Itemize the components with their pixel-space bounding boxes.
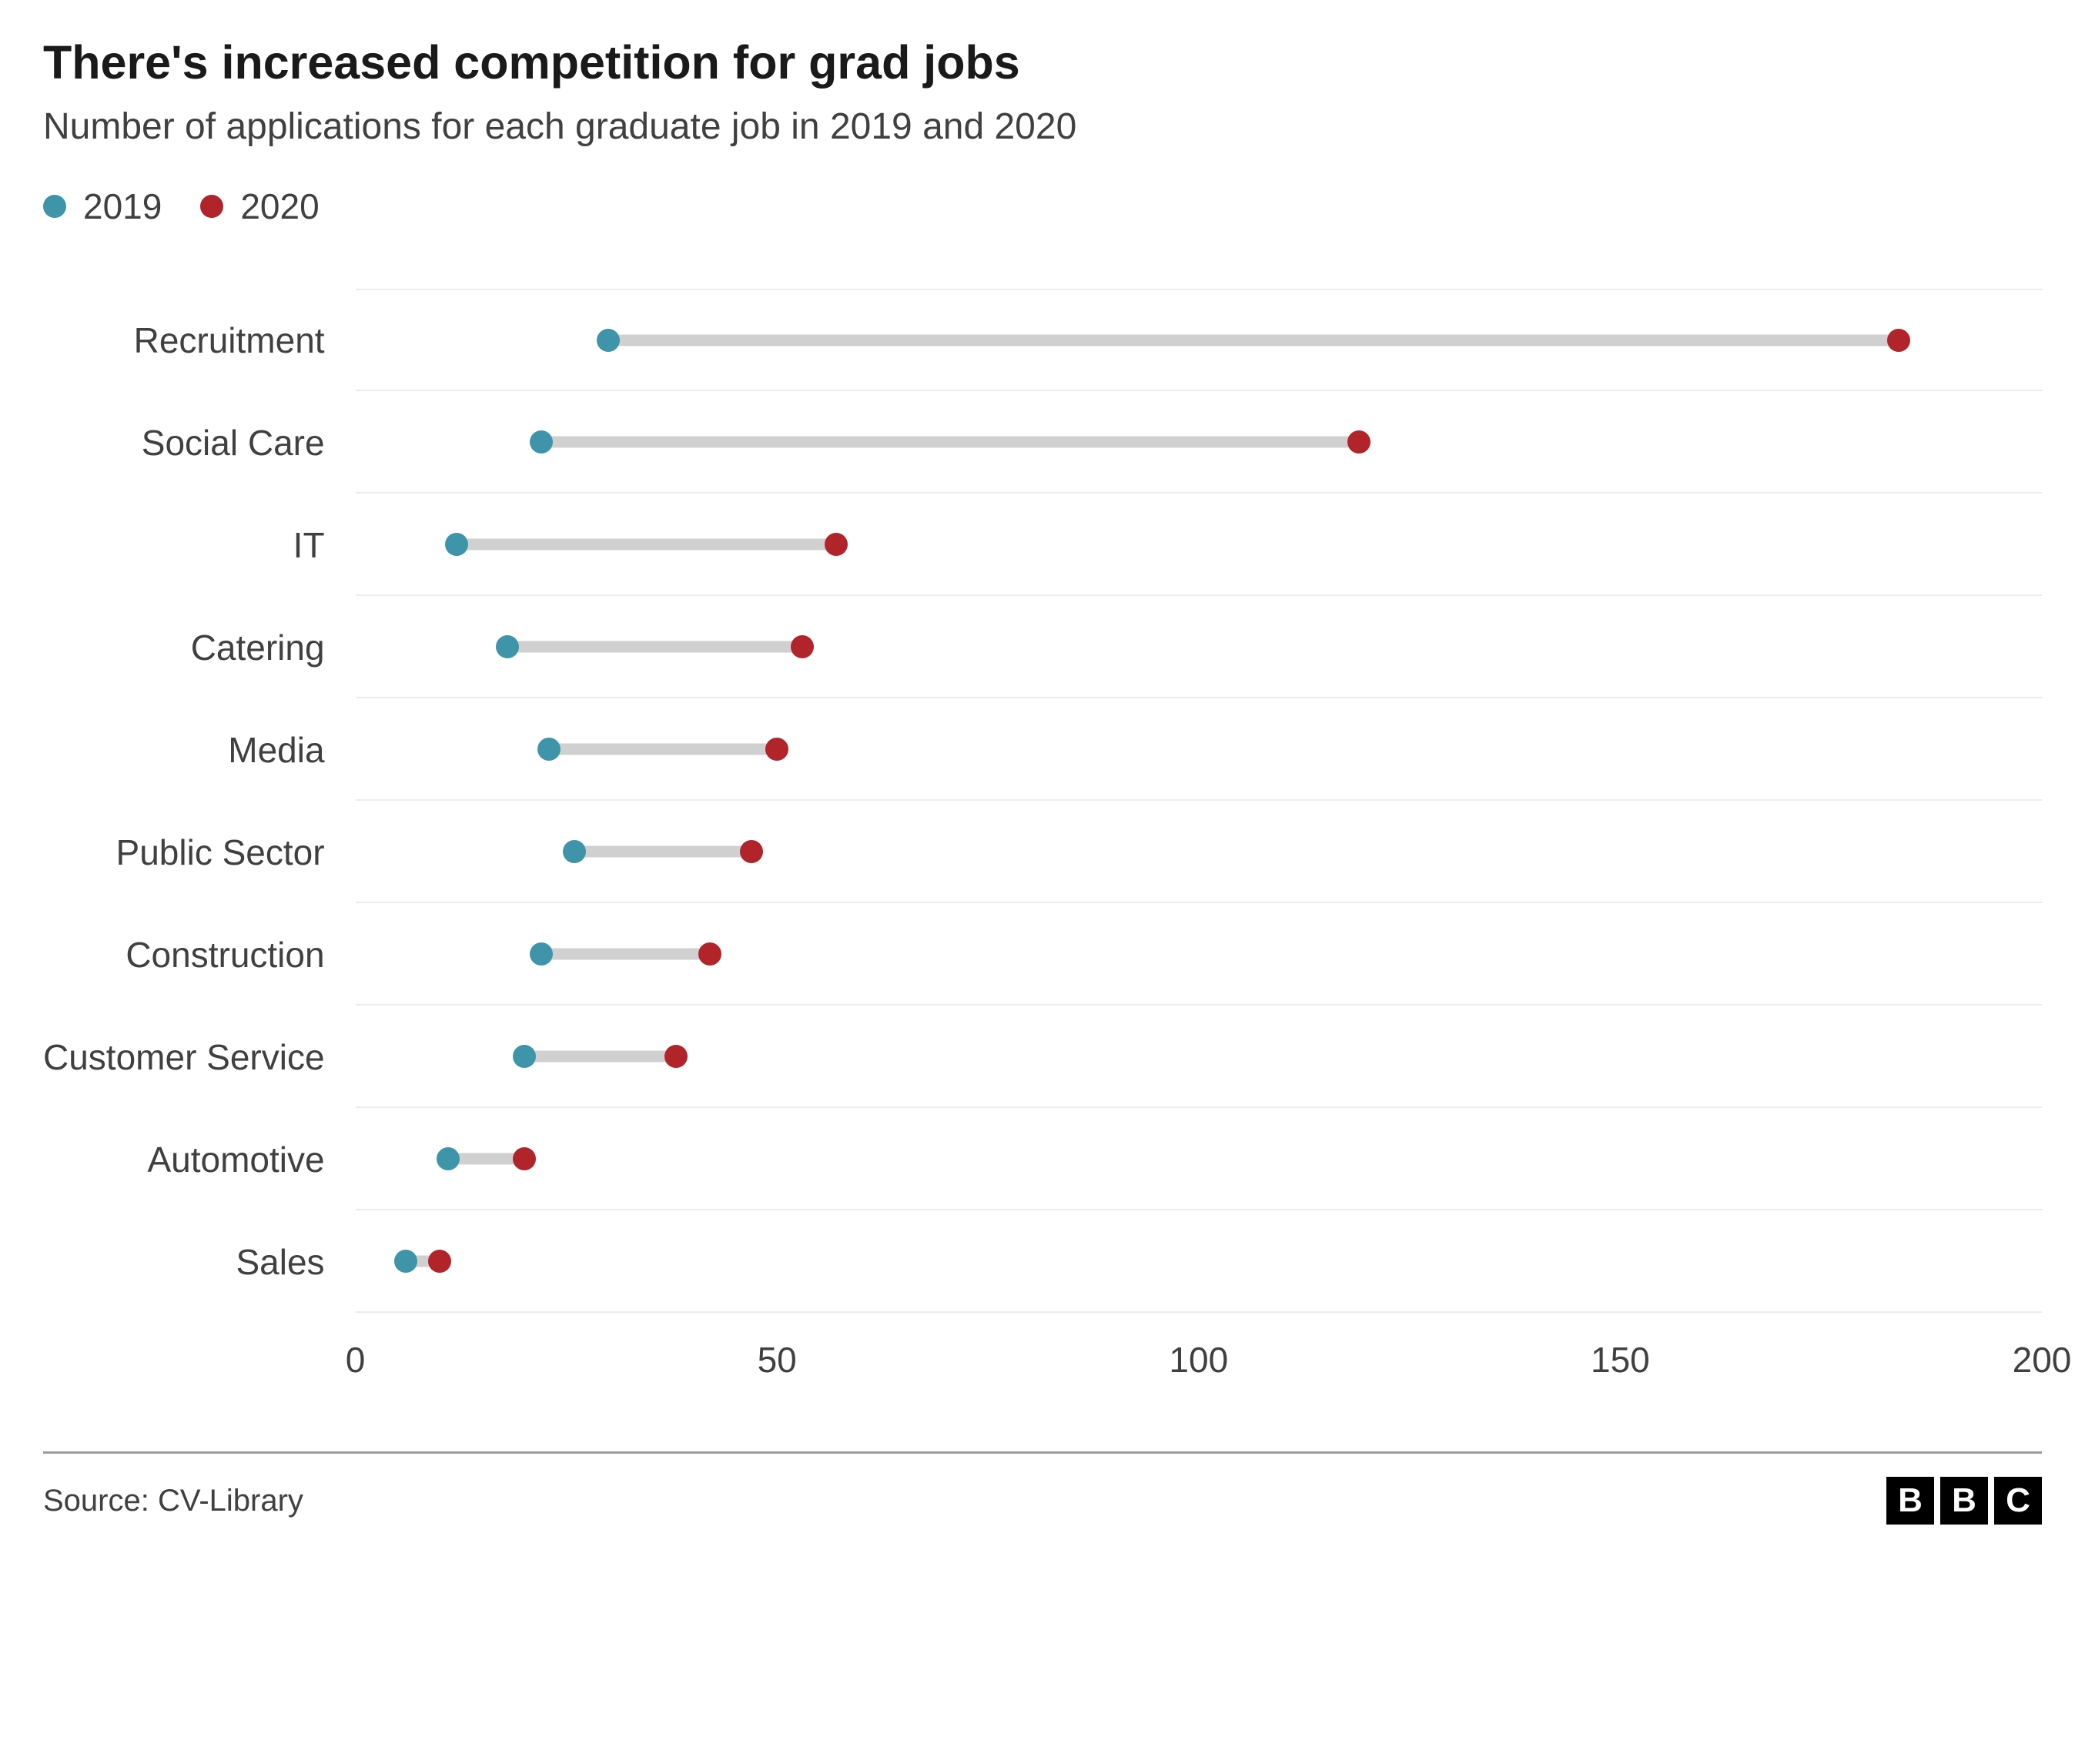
category-label: IT	[43, 494, 356, 596]
dot-2020	[825, 533, 848, 556]
connector-bar	[549, 743, 777, 755]
dot-2020	[698, 942, 721, 966]
bbc-logo-letter: B	[1886, 1477, 1934, 1525]
legend-item-2019: 2019	[43, 186, 162, 227]
dot-2020	[664, 1045, 688, 1068]
x-axis: 050100150200	[356, 1313, 2042, 1397]
legend-dot-2019	[43, 195, 66, 218]
bbc-logo: BBC	[1886, 1477, 2042, 1525]
connector-bar	[507, 641, 802, 652]
dot-2020	[791, 635, 814, 658]
chart-title: There's increased competition for grad j…	[43, 37, 2042, 89]
dot-2019	[537, 738, 561, 761]
dot-2019	[445, 533, 468, 556]
category-label: Construction	[43, 903, 356, 1006]
dot-2020	[428, 1250, 451, 1273]
chart-subtitle: Number of applications for each graduate…	[43, 104, 2042, 150]
plot-row	[356, 801, 2042, 903]
connector-bar	[541, 948, 710, 959]
connector-bar	[574, 845, 751, 857]
connector-bar	[457, 538, 836, 550]
x-tick-label: 100	[1169, 1339, 1228, 1381]
plot-row	[356, 596, 2042, 698]
category-label: Recruitment	[43, 289, 356, 391]
category-label: Catering	[43, 596, 356, 698]
connector-bar	[608, 334, 1899, 346]
plot-row	[356, 1006, 2042, 1108]
category-label: Media	[43, 698, 356, 801]
category-label: Customer Service	[43, 1006, 356, 1108]
dot-2019	[530, 430, 553, 454]
plot-row	[356, 903, 2042, 1006]
dot-2019	[563, 840, 586, 863]
plot-row	[356, 1210, 2042, 1313]
plot-row	[356, 1108, 2042, 1210]
legend-label-2020: 2020	[240, 186, 319, 227]
dot-2019	[394, 1250, 417, 1273]
connector-bar	[541, 436, 1359, 447]
dot-2019	[513, 1045, 536, 1068]
legend-dot-2020	[200, 195, 223, 218]
dot-2019	[597, 329, 620, 352]
connector-bar	[524, 1050, 676, 1062]
category-labels-column: RecruitmentSocial CareITCateringMediaPub…	[43, 289, 356, 1397]
source-text: Source: CV-Library	[43, 1484, 303, 1518]
category-label: Automotive	[43, 1108, 356, 1210]
x-tick-label: 200	[2013, 1339, 2072, 1381]
x-tick-label: 0	[346, 1339, 366, 1381]
dot-2020	[1887, 329, 1910, 352]
footer: Source: CV-Library BBC	[43, 1451, 2042, 1525]
plot-rows	[356, 289, 2042, 1313]
dot-2020	[1347, 430, 1370, 454]
plot-row	[356, 289, 2042, 391]
legend-item-2020: 2020	[200, 186, 319, 227]
dot-2019	[437, 1147, 460, 1170]
plot-row	[356, 494, 2042, 596]
plot-row	[356, 391, 2042, 494]
chart-area: RecruitmentSocial CareITCateringMediaPub…	[43, 289, 2042, 1397]
bbc-logo-letter: C	[1994, 1477, 2042, 1525]
dot-2020	[765, 738, 788, 761]
dot-2020	[740, 840, 763, 863]
dot-2020	[513, 1147, 536, 1170]
plot-row	[356, 698, 2042, 801]
legend-label-2019: 2019	[83, 186, 162, 227]
category-label: Public Sector	[43, 801, 356, 903]
x-tick-label: 150	[1591, 1339, 1650, 1381]
legend: 2019 2020	[43, 186, 2042, 227]
category-label: Sales	[43, 1210, 356, 1313]
category-label: Social Care	[43, 391, 356, 494]
dot-2019	[530, 942, 553, 966]
dot-2019	[496, 635, 519, 658]
plot-area: 050100150200	[356, 289, 2042, 1397]
bbc-logo-letter: B	[1940, 1477, 1988, 1525]
x-tick-label: 50	[758, 1339, 797, 1381]
